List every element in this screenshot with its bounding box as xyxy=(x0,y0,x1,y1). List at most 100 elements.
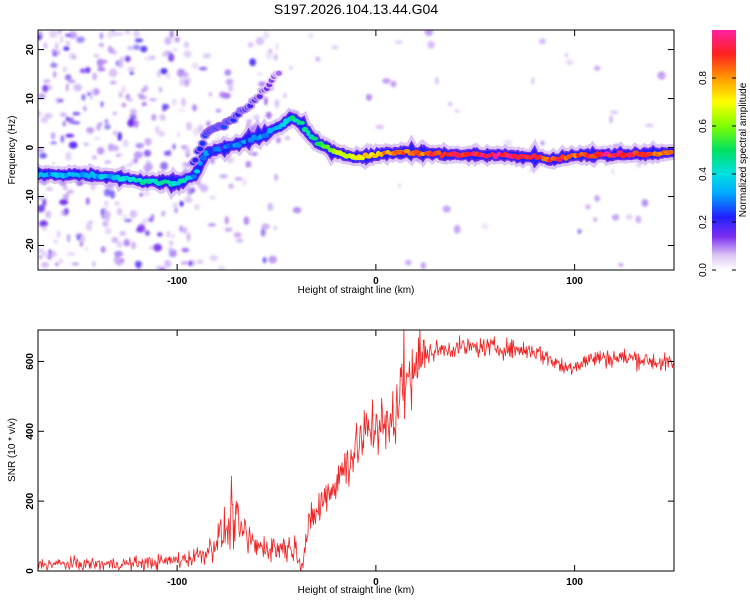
spectrogram-noise-speckle xyxy=(79,68,87,74)
spectrogram-noise-speckle xyxy=(121,85,126,93)
spectrogram-noise-speckle xyxy=(59,199,69,206)
colorbar-gradient xyxy=(712,30,736,270)
spectrogram-noise-speckle xyxy=(58,258,63,264)
spectrogram-noise-speckle xyxy=(42,84,49,93)
spectrogram-noise-speckle xyxy=(181,247,190,253)
spectrogram-noise-speckle xyxy=(145,230,150,236)
snr-x-tick-label: 100 xyxy=(566,577,583,588)
spectrogram-noise-speckle xyxy=(158,86,163,93)
spectrogram-noise-speckle xyxy=(180,97,187,107)
spectrogram-noise-speckle xyxy=(186,121,193,131)
spectrogram-noise-speckle xyxy=(172,202,179,208)
ridge-bead xyxy=(200,154,207,161)
spectrogram-noise-speckle xyxy=(224,216,229,225)
spectrogram-noise-speckle xyxy=(134,260,142,268)
spectrogram-noise-speckle xyxy=(262,256,267,264)
spectrogram-noise-speckle xyxy=(83,106,87,112)
spectrogram-noise-speckle xyxy=(110,50,118,55)
spectrogram-noise-speckle xyxy=(594,194,600,202)
spectrogram-noise-speckle xyxy=(112,111,118,116)
spectrogram-noise-speckle xyxy=(85,222,92,231)
spectrogram-noise-speckle xyxy=(122,139,129,148)
spectrogram-noise-speckle xyxy=(154,125,160,135)
spectrogram-noise-speckle xyxy=(207,223,217,227)
spectrogram-noise-speckle xyxy=(53,70,57,78)
spectrogram-noise-speckle xyxy=(593,65,601,71)
spectrogram-noise-speckle xyxy=(218,91,227,98)
spectrogram-noise-speckle xyxy=(155,265,164,270)
spectrogram-noise-speckle xyxy=(116,32,124,36)
spectrogram-noise-speckle xyxy=(127,98,134,102)
spectrogram-noise-speckle xyxy=(179,200,184,207)
spectrogram-noise-speckle xyxy=(208,91,212,97)
spectrogram-noise-speckle xyxy=(194,203,200,211)
spectrogram-noise-speckle xyxy=(265,111,272,119)
snr-series-line xyxy=(38,330,674,571)
spectrogram-noise-speckle xyxy=(151,114,157,121)
spectrogram-noise-speckle xyxy=(50,132,56,140)
spectrogram-noise-speckle xyxy=(617,262,624,267)
spectrogram-noise-speckle xyxy=(196,259,204,265)
colorbar-tick-label: 0.2 xyxy=(698,215,709,229)
spectrogram-noise-speckle xyxy=(610,110,618,115)
spectrogram-noise-speckle xyxy=(53,239,58,244)
spectrogram-noise-speckle xyxy=(176,68,186,78)
spectrogram-noise-speckle xyxy=(315,56,321,62)
spectrogram-y-tick-label: -20 xyxy=(25,238,36,253)
spectrogram-noise-speckle xyxy=(122,214,127,220)
spectrogram-noise-speckle xyxy=(73,83,82,92)
spectrogram-noise-speckle xyxy=(145,163,154,170)
spectrogram-noise-speckle xyxy=(108,68,118,78)
spectrogram-noise-speckle xyxy=(140,45,148,53)
spectrogram-noise-speckle xyxy=(71,55,77,60)
spectrogram-noise-speckle xyxy=(99,32,104,40)
spectrogram-noise-speckle xyxy=(51,49,57,53)
spectrogram-noise-speckle xyxy=(179,225,183,233)
spectrogram-noise-speckle xyxy=(76,36,85,43)
spectrogram-noise-speckle xyxy=(66,233,71,243)
spectrogram-noise-speckle xyxy=(174,207,178,214)
spectrogram-noise-speckle xyxy=(188,260,193,267)
spectrogram-noise-speckle xyxy=(255,36,265,46)
spectrogram-noise-speckle xyxy=(250,152,258,156)
spectrogram-x-tick-label: 100 xyxy=(566,276,583,287)
spectrogram-noise-speckle xyxy=(125,93,131,101)
spectrogram-noise-speckle xyxy=(206,120,211,128)
figure-title: S197.2026.104.13.44.G04 xyxy=(274,1,438,17)
spectrogram-noise-speckle xyxy=(139,192,143,197)
spectrogram-y-axis-label: Frequency (Hz) xyxy=(7,116,18,185)
spectrogram-noise-speckle xyxy=(103,208,107,217)
spectrogram-noise-speckle xyxy=(171,234,175,238)
spectrogram-noise-speckle xyxy=(113,130,118,136)
snr-frame xyxy=(37,329,675,572)
spectrogram-noise-speckle xyxy=(65,116,70,122)
spectrogram-noise-speckle xyxy=(129,108,137,116)
ridge-bead xyxy=(193,169,201,174)
spectrogram-noise-speckle xyxy=(92,260,96,268)
spectrogram-noise-speckle xyxy=(100,101,104,108)
spectrogram-noise-speckle xyxy=(55,262,59,266)
spectrogram-noise-speckle xyxy=(117,207,123,216)
spectrogram-noise-speckle xyxy=(256,72,263,76)
spectrogram-noise-speckle xyxy=(187,187,193,196)
spectrogram-noise-speckle xyxy=(165,73,171,79)
spectrogram-noise-speckle xyxy=(127,45,133,51)
spectrogram-noise-speckle xyxy=(48,30,58,39)
spectrogram-noise-speckle xyxy=(185,195,192,203)
branch-bead xyxy=(199,140,206,146)
spectrogram-noise-speckle xyxy=(64,33,72,37)
spectrogram-noise-speckle xyxy=(118,91,123,99)
spectrogram-noise-speckle xyxy=(62,194,67,199)
spectrogram-noise-speckle xyxy=(149,98,157,102)
colorbar-ticks: 0.0 0.2 0.4 0.6 0.8 xyxy=(698,71,736,277)
spectrogram-noise-speckle xyxy=(57,49,61,55)
spectrogram-noise-speckle xyxy=(274,99,280,108)
spectrogram-noise-speckle xyxy=(565,59,574,66)
spectrogram-noise-speckle xyxy=(107,45,113,54)
spectrogram-noise-speckle xyxy=(118,59,124,69)
spectrogram-noise-speckle xyxy=(112,145,120,152)
spectrogram-noise-speckle xyxy=(99,121,103,127)
ridge-bead xyxy=(667,149,674,155)
spectrogram-noise-speckle xyxy=(593,217,598,223)
spectrogram-noise-speckle xyxy=(45,186,54,191)
